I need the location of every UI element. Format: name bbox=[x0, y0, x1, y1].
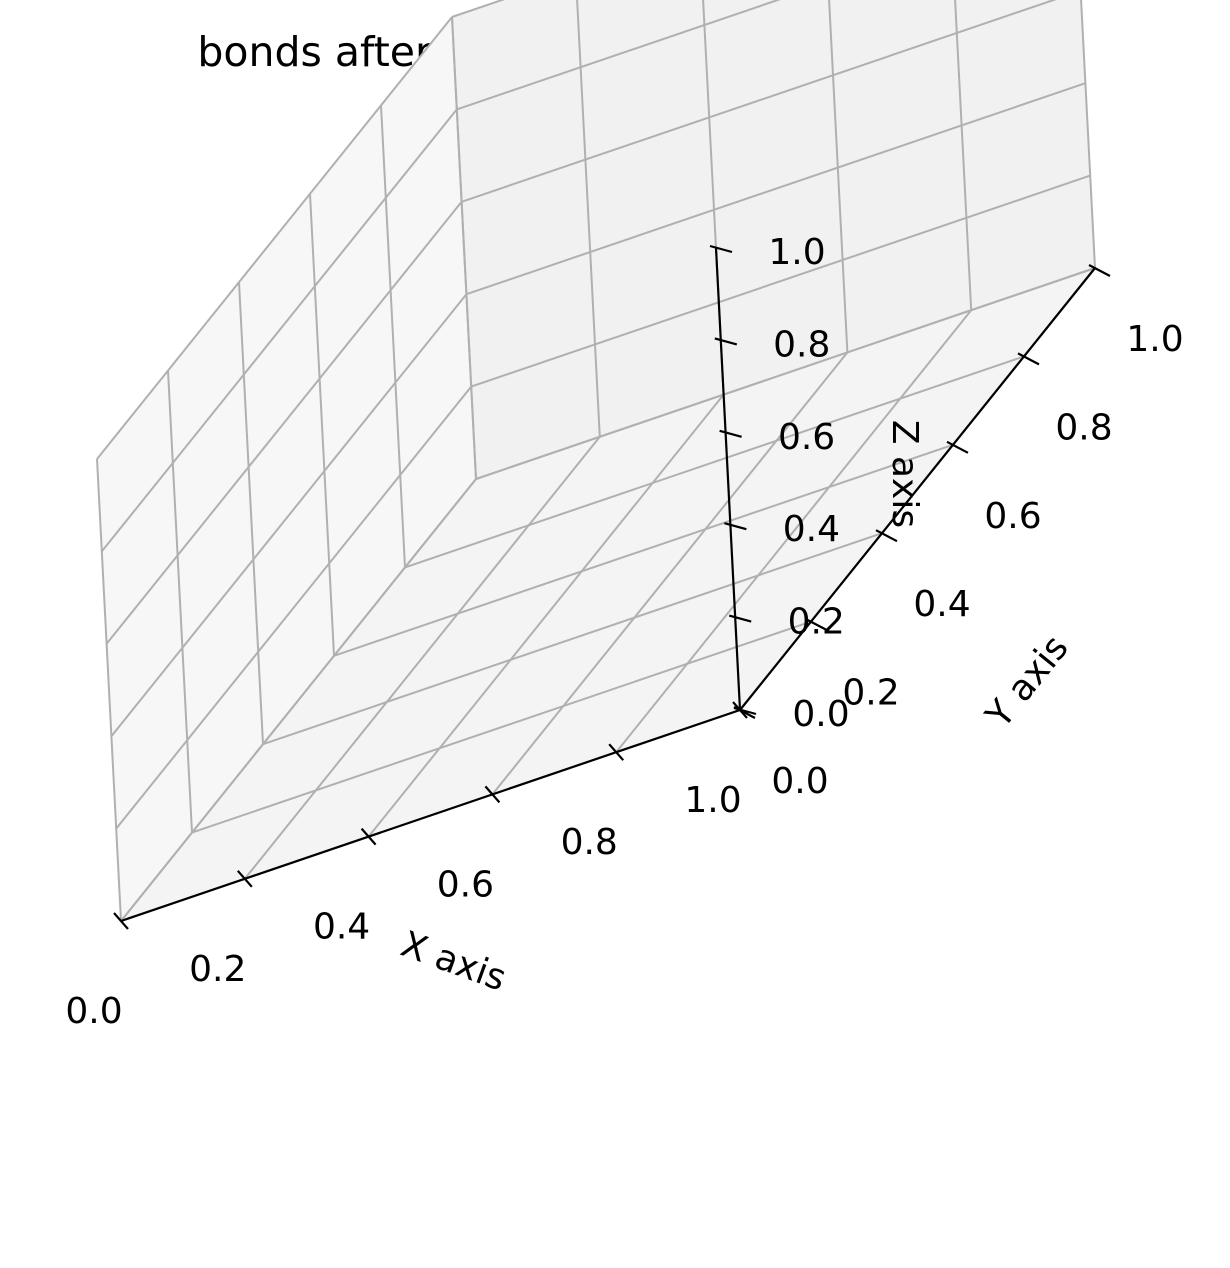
x-tick-label: 0.6 bbox=[437, 864, 494, 905]
y-tick-label: 0.8 bbox=[1055, 407, 1112, 448]
gridline-z-back bbox=[466, 82, 1086, 296]
gridline-z-left bbox=[105, 201, 463, 645]
x-axis-line bbox=[120, 708, 741, 923]
gridline-y-left bbox=[380, 105, 406, 568]
gridline-y-floor bbox=[404, 355, 1025, 569]
gridline-z-left bbox=[120, 478, 477, 922]
y-axis-line bbox=[739, 267, 1096, 711]
gridline-y-floor bbox=[262, 532, 883, 746]
z-tick-mark bbox=[719, 429, 742, 438]
z-tick-mark bbox=[728, 614, 752, 623]
x-tick-label: 0.0 bbox=[65, 991, 122, 1032]
gridline-z-left bbox=[96, 16, 453, 460]
z-tick-mark bbox=[714, 337, 738, 346]
z-tick-label: 0.6 bbox=[778, 417, 835, 458]
z-tick-label: 0.4 bbox=[783, 509, 840, 550]
z-tick-label: 0.8 bbox=[773, 324, 830, 365]
gridline-x-floor bbox=[244, 436, 601, 880]
x-tick-mark bbox=[113, 912, 129, 930]
y-tick-label: 0.4 bbox=[913, 584, 970, 625]
plot-3d-axes: 0.00.20.40.60.81.0 0.00.20.40.60.81.00.00… bbox=[65, 0, 1184, 1032]
gridline-z-left bbox=[101, 108, 458, 553]
y-tick-label: 0.6 bbox=[984, 496, 1041, 537]
gridline-z-left bbox=[115, 385, 472, 830]
z-tick-label: 1.0 bbox=[768, 232, 825, 273]
y-tick-label: 0.0 bbox=[771, 761, 828, 802]
ticks: 0.00.20.40.60.81.0 0.00.20.40.60.81.00.00… bbox=[65, 232, 1183, 1032]
gridline-x-floor bbox=[367, 393, 725, 838]
x-tick-mark bbox=[608, 743, 625, 761]
x-tick-label: 0.8 bbox=[561, 822, 618, 863]
y-tick-mark bbox=[1088, 264, 1111, 277]
x-tick-mark bbox=[360, 827, 377, 846]
gridline-x-back bbox=[576, 0, 601, 437]
y-tick-mark bbox=[946, 440, 969, 454]
gridline-z-back bbox=[456, 0, 781, 111]
gridline-y-floor bbox=[333, 443, 954, 657]
z-tick-mark bbox=[733, 706, 757, 716]
z-tick-mark bbox=[709, 244, 733, 254]
gridline-x-back bbox=[1080, 0, 1096, 269]
gridline-x-floor bbox=[491, 351, 849, 796]
z-tick-label: 0.2 bbox=[788, 602, 845, 643]
y-tick-mark bbox=[1017, 352, 1040, 366]
y-axis-label: Y axis bbox=[978, 628, 1077, 737]
gridline-x-back bbox=[954, 0, 973, 311]
z-axis-line bbox=[714, 247, 742, 711]
gridline-z-left bbox=[110, 293, 468, 737]
y-tick-mark bbox=[875, 529, 898, 543]
x-tick-mark bbox=[484, 785, 501, 804]
y-tick-label: 1.0 bbox=[1126, 319, 1183, 360]
gridline-y-left bbox=[238, 282, 264, 745]
gridline-x-back bbox=[828, 0, 849, 353]
z-tick-mark bbox=[724, 522, 747, 531]
y-tick-label: 0.2 bbox=[842, 673, 899, 714]
gridline-z-back bbox=[470, 174, 1091, 388]
gridline-z-back bbox=[475, 267, 1096, 480]
gridlines bbox=[96, 0, 1096, 922]
z-axis-label: Z axis bbox=[884, 420, 925, 528]
z-tick-label: 0.0 bbox=[792, 694, 849, 735]
x-tick-mark bbox=[236, 870, 253, 888]
x-tick-label: 1.0 bbox=[684, 780, 741, 821]
gridline-y-left bbox=[96, 458, 122, 922]
y-tick-mark bbox=[804, 617, 827, 631]
x-axis-label: X axis bbox=[396, 924, 512, 1000]
x-tick-label: 0.4 bbox=[313, 907, 370, 948]
gridline-y-left bbox=[451, 16, 477, 480]
gridline-y-floor bbox=[191, 620, 812, 834]
gridline-x-floor bbox=[615, 309, 972, 753]
gridline-z-back bbox=[461, 0, 1057, 203]
gridline-y-left bbox=[309, 193, 335, 656]
x-tick-label: 0.2 bbox=[189, 949, 246, 990]
gridline-y-left bbox=[167, 370, 193, 833]
